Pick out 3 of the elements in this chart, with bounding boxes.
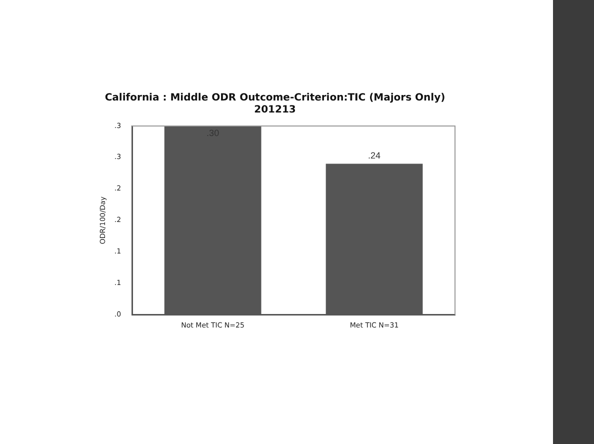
data-label: .24	[368, 150, 381, 161]
chart-title: California : Middle ODR Outcome-Criterion:TIC (Majors Only)	[104, 92, 446, 104]
chart-subtitle: 201213	[254, 104, 296, 116]
